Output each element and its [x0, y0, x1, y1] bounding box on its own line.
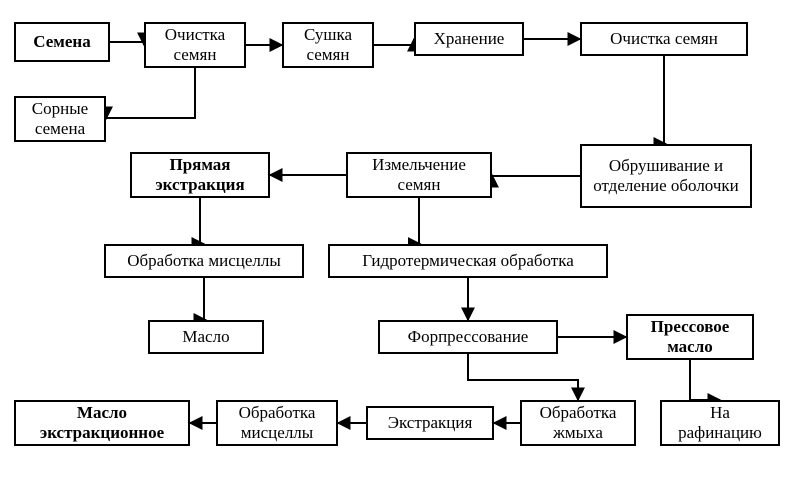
node-weed_seeds: Сорные семена [14, 96, 106, 142]
edge-dehulling-grinding [492, 175, 580, 176]
edge-miscella1-oil [204, 278, 206, 320]
edge-seeds-cleaning1 [110, 42, 144, 45]
node-extraction_oil: Масло экстракционное [14, 400, 190, 446]
node-cleaning1: Очистка семян [144, 22, 246, 68]
node-label: Форпрессование [408, 327, 529, 347]
node-seeds: Семена [14, 22, 110, 62]
node-press_oil: Прессовое масло [626, 314, 754, 360]
node-cleaning2: Очистка семян [580, 22, 748, 56]
node-label: Сушка семян [290, 25, 366, 64]
node-hydrotherm: Гидротермическая обработка [328, 244, 608, 278]
node-oil: Масло [148, 320, 264, 354]
edge-press_oil-to_refining [690, 360, 720, 400]
node-label: Гидротермическая обработка [362, 251, 574, 271]
node-forepressing: Форпрессование [378, 320, 558, 354]
node-miscella2: Обработка мисцеллы [216, 400, 338, 446]
node-label: Экстракция [388, 413, 473, 433]
node-cake_processing: Обработка жмыха [520, 400, 636, 446]
node-storage: Хранение [414, 22, 524, 56]
node-label: Обработка жмыха [528, 403, 628, 442]
edge-direct_extraction-miscella1 [200, 198, 204, 244]
node-label: На рафинацию [668, 403, 772, 442]
node-label: Очистка семян [152, 25, 238, 64]
node-label: Очистка семян [610, 29, 718, 49]
edge-drying-storage [374, 39, 414, 45]
node-label: Обрушивание и отделение оболочки [588, 156, 744, 195]
node-drying: Сушка семян [282, 22, 374, 68]
node-miscella1: Обработка мисцеллы [104, 244, 304, 278]
node-label: Сорные семена [22, 99, 98, 138]
edge-cleaning1-weed_seeds [106, 68, 195, 119]
edge-cleaning2-dehulling [664, 56, 666, 144]
flowchart-canvas: Семена Очистка семян Сушка семян Хранение Оч… [0, 0, 800, 500]
node-label: Прямая экстракция [138, 155, 262, 194]
node-dehulling: Обрушивание и отделение оболочки [580, 144, 752, 208]
node-grinding: Измельчение семян [346, 152, 492, 198]
node-to_refining: На рафинацию [660, 400, 780, 446]
node-label: Семена [33, 32, 90, 52]
node-direct_extraction: Прямая экстракция [130, 152, 270, 198]
node-label: Прессовое масло [634, 317, 746, 356]
edge-grinding-hydrotherm [419, 198, 420, 244]
node-label: Масло [182, 327, 229, 347]
edge-forepressing-cake_processing [468, 354, 578, 400]
node-label: Обработка мисцеллы [224, 403, 330, 442]
node-label: Хранение [434, 29, 505, 49]
node-label: Масло экстракционное [22, 403, 182, 442]
node-label: Обработка мисцеллы [127, 251, 281, 271]
node-label: Измельчение семян [354, 155, 484, 194]
node-extraction: Экстракция [366, 406, 494, 440]
